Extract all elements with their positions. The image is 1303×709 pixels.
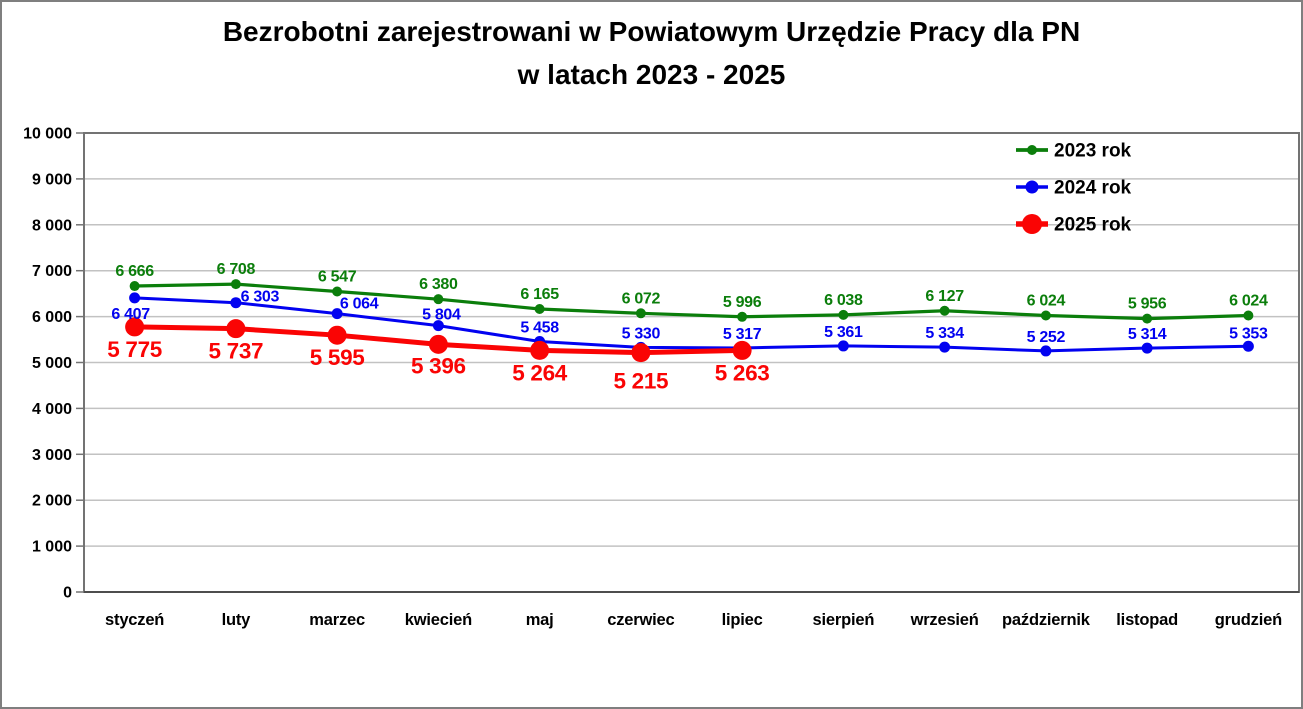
data-point-marker [732,340,752,360]
data-point-marker [939,305,950,316]
legend-label: 2023 rok [1054,141,1132,162]
y-axis-label: 4 000 [32,401,72,418]
y-axis-label: 2 000 [32,493,72,510]
data-label: 5 956 [1128,296,1167,313]
x-axis-label: październik [1002,611,1091,629]
y-axis-label: 10 000 [23,126,72,143]
chart-title-line-1: Bezrobotni zarejestrowani w Powiatowym U… [222,16,1081,47]
data-label: 6 127 [925,288,964,305]
y-axis-label: 6 000 [32,309,72,326]
data-label: 6 666 [115,263,154,280]
data-point-marker [838,309,849,320]
legend-marker [1025,180,1039,194]
y-axis-label: 3 000 [32,447,72,464]
data-point-marker [331,308,343,320]
legend-marker [1022,214,1042,234]
data-point-marker [635,308,646,319]
data-label: 5 334 [925,325,964,342]
y-axis-label: 7 000 [32,263,72,280]
data-label: 6 708 [217,261,256,278]
y-axis-label: 1 000 [32,539,72,556]
data-point-marker [129,281,140,292]
data-point-marker [837,340,849,352]
chart-title-line-2: w latach 2023 - 2025 [517,59,786,90]
y-axis-label: 9 000 [32,171,72,188]
x-axis-label: luty [222,611,252,629]
x-axis-label: styczeń [105,611,164,629]
data-label: 5 317 [723,326,762,343]
data-point-marker [428,334,448,354]
data-label: 5 263 [715,360,770,385]
data-point-marker [226,319,246,339]
legend-marker [1027,145,1037,155]
x-axis-label: sierpień [813,611,875,629]
data-point-marker [534,304,545,315]
data-label: 5 737 [208,339,263,364]
x-axis-label: grudzień [1215,611,1282,629]
data-point-marker [1243,310,1254,321]
data-label: 6 038 [824,292,863,309]
data-point-marker [332,286,343,297]
data-label: 5 804 [422,307,461,324]
data-point-marker [939,341,951,353]
series-line-2023-rok [133,282,1250,321]
data-label: 5 215 [613,369,668,394]
series-line-2024-rok [133,296,1250,353]
x-axis-label: marzec [309,611,365,629]
data-point-marker [631,343,651,363]
data-point-marker [737,311,748,322]
data-point-marker [1242,340,1254,352]
data-label: 6 380 [419,276,458,293]
y-axis-label: 0 [63,585,72,602]
data-label: 6 024 [1229,292,1268,309]
data-label: 5 330 [622,325,661,342]
data-label: 6 303 [241,289,280,306]
data-label: 6 072 [622,290,661,307]
data-label: 5 353 [1229,325,1268,342]
data-label: 5 595 [310,345,365,370]
data-point-marker [129,292,141,304]
data-label: 5 458 [520,319,559,336]
data-label: 5 996 [723,294,762,311]
data-point-marker [432,320,444,332]
data-point-marker [1142,313,1153,324]
data-point-marker [1141,342,1153,354]
x-axis-label: czerwiec [607,611,674,629]
data-label: 5 396 [411,353,466,378]
data-label: 5 775 [107,337,162,362]
data-point-marker [230,297,242,309]
data-label: 5 264 [512,360,568,385]
x-axis-label: wrzesień [910,611,979,629]
y-axis-label: 5 000 [32,355,72,372]
y-axis-label: 8 000 [32,217,72,234]
x-axis-label: lipiec [722,611,763,629]
data-label: 6 547 [318,268,357,285]
data-point-marker [230,279,241,290]
data-label: 6 024 [1027,292,1066,309]
data-label: 6 407 [111,306,150,323]
data-label: 5 361 [824,324,863,341]
legend-label: 2024 rok [1054,178,1132,199]
data-point-marker [327,325,347,345]
data-point-marker [1040,345,1052,357]
legend-label: 2025 rok [1054,215,1132,236]
x-axis-label: kwiecień [405,611,472,629]
data-label: 5 314 [1128,326,1167,343]
data-label: 6 064 [340,296,379,313]
chart-title: Bezrobotni zarejestrowani w Powiatowym U… [2,10,1301,96]
data-point-marker [125,317,145,337]
x-axis-label: maj [526,611,554,629]
data-label: 5 252 [1027,329,1066,346]
data-point-marker [433,294,444,305]
data-point-marker [1040,310,1051,321]
data-label: 6 165 [520,286,559,303]
data-point-marker [530,340,550,360]
x-axis-label: listopad [1116,611,1178,629]
